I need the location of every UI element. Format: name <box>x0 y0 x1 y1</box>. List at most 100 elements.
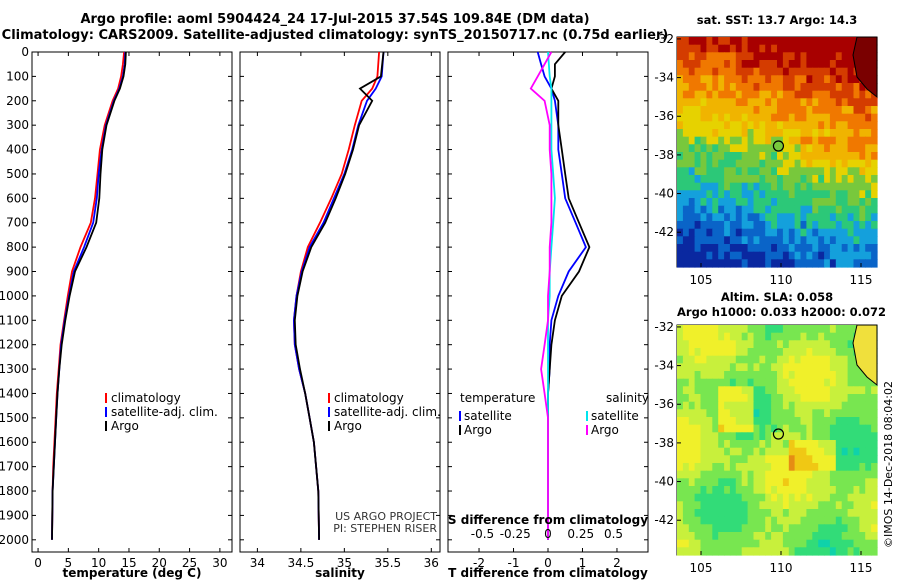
sla-map-cell <box>706 486 713 495</box>
sst-map-cell <box>706 83 713 92</box>
depth-tick-label: 100 <box>6 69 29 83</box>
sst-map-cell <box>829 251 837 260</box>
sst-map-cell <box>753 244 760 253</box>
sla-map-cell <box>688 340 696 349</box>
sst-map-cell <box>777 213 784 222</box>
sla-map-cell <box>824 401 831 410</box>
salinity-x-axis-label: salinity <box>315 566 365 580</box>
sla-map-cell <box>677 417 684 426</box>
sla-map-cell <box>724 394 731 403</box>
sst-map-cell <box>694 259 702 268</box>
sst-map-cell <box>871 167 878 176</box>
sst-map-cell <box>677 67 684 76</box>
sst-map-cell <box>735 136 743 145</box>
sst-map-cell <box>865 190 872 199</box>
sla-map-cell <box>835 332 843 341</box>
sst-map-cell <box>794 251 802 260</box>
sst-map-cell <box>688 190 696 199</box>
sst-map-cell <box>794 259 802 268</box>
sst-map-cell <box>782 221 790 230</box>
sst-map-cell <box>700 159 707 168</box>
sst-map-cell <box>765 251 772 260</box>
sla-map-cell <box>835 547 843 556</box>
sla-map-cell <box>777 447 784 456</box>
depth-tick-label: 1100 <box>0 313 29 327</box>
sla-map-cell <box>753 501 760 510</box>
sla-map-cell <box>712 539 719 548</box>
sst-map-cell <box>759 83 766 92</box>
sst-map-cell <box>729 129 737 138</box>
sst-map-cell <box>771 175 778 184</box>
sla-map-cell <box>865 424 872 433</box>
sst-map-cell <box>847 83 855 92</box>
sla-map-cell <box>694 371 702 380</box>
sla-map-cell <box>712 409 719 418</box>
sst-map-cell <box>777 251 784 260</box>
sla-map-cell <box>735 470 743 479</box>
sst-map-cell <box>694 60 702 69</box>
sla-map-cell <box>724 340 731 349</box>
sst-map-cell <box>777 67 784 76</box>
sst-map-cell <box>812 83 819 92</box>
sst-map-cell <box>777 198 784 207</box>
sla-map-cell <box>718 401 725 410</box>
salinity-x-tick-label: 35.5 <box>374 556 401 570</box>
sst-map-cell <box>735 44 743 53</box>
sla-map-cell <box>712 478 719 487</box>
sst-map-cell <box>735 144 743 153</box>
sla-map-cell <box>818 409 825 418</box>
sst-map-cell <box>824 228 831 237</box>
sst-map-cell <box>718 236 725 245</box>
sst-map-cell <box>729 144 737 153</box>
sst-map-cell <box>806 144 813 153</box>
sla-map-cell <box>765 332 772 341</box>
sst-map-cell <box>677 182 684 191</box>
sla-map-cell <box>800 547 807 556</box>
sst-map-cell <box>800 236 807 245</box>
sst-map-cell <box>765 52 772 61</box>
sla-map-cell <box>729 447 737 456</box>
sst-map-cell <box>871 113 878 122</box>
sla-map-cell <box>729 509 737 518</box>
sst-map-cell <box>735 152 743 161</box>
sla-map-cell <box>859 547 866 556</box>
sst-map-y-tick-label: -34 <box>654 71 674 85</box>
sst-map-cell <box>694 136 702 145</box>
sla-map-cell <box>824 547 831 556</box>
sst-map-cell <box>818 236 825 245</box>
sla-map-cell <box>853 532 860 541</box>
sst-map-cell <box>835 236 843 245</box>
sla-map-cell <box>735 532 743 541</box>
sst-map-cell <box>824 67 831 76</box>
sst-map-cell <box>694 83 702 92</box>
sla-map-cell <box>824 332 831 341</box>
sst-map-cell <box>788 67 796 76</box>
sst-map-cell <box>706 121 713 130</box>
sst-map-cell <box>835 121 843 130</box>
sla-map-cell <box>771 417 778 426</box>
sst-map-cell <box>865 159 872 168</box>
sst-map-cell <box>871 106 878 115</box>
sst-map-cell <box>735 67 743 76</box>
sst-map-cell <box>806 52 813 61</box>
sst-map-cell <box>706 175 713 184</box>
sst-map-cell <box>724 44 731 53</box>
sst-map-cell <box>682 244 690 253</box>
sst-map-cell <box>824 251 831 260</box>
sst-map-cell <box>788 213 796 222</box>
sst-map-cell <box>712 205 719 214</box>
sst-map-cell <box>706 198 713 207</box>
sla-map-cell <box>694 424 702 433</box>
sla-map-cell <box>747 363 755 372</box>
sst-map-cell <box>765 44 772 53</box>
sla-map-cell <box>712 363 719 372</box>
sla-map-cell <box>765 516 772 525</box>
sla-map-cell <box>688 539 696 548</box>
sst-map-cell <box>747 198 755 207</box>
sst-map-cell <box>753 167 760 176</box>
sla-map-cell <box>677 501 684 510</box>
sst-map-cell <box>841 75 849 84</box>
sst-map-cell <box>724 129 731 138</box>
sst-map-cell <box>712 113 719 122</box>
sla-map-cell <box>829 371 837 380</box>
